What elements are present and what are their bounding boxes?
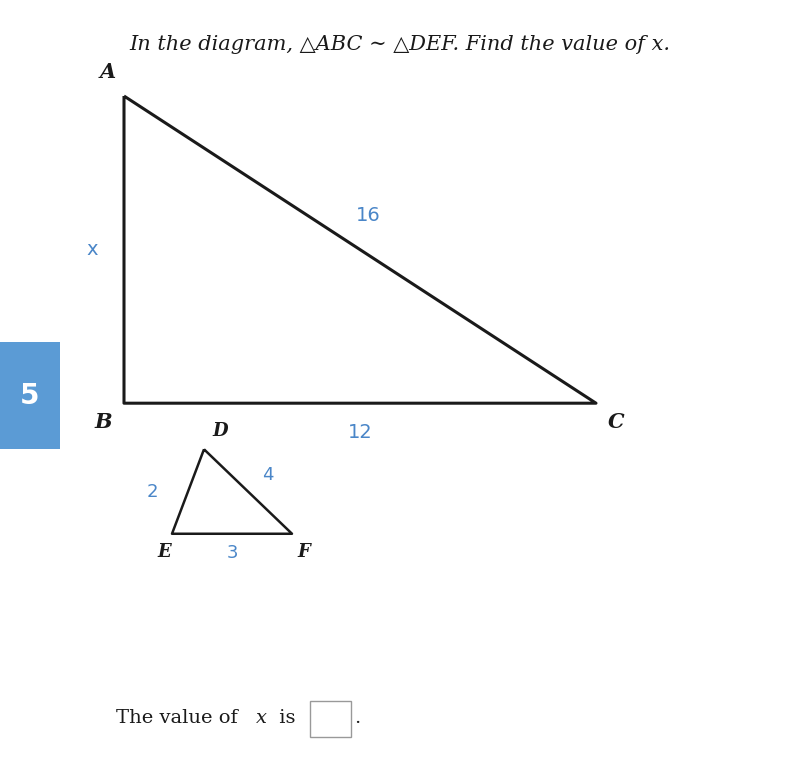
Text: 16: 16 [356, 206, 380, 224]
Text: E: E [157, 543, 171, 561]
Text: B: B [94, 412, 112, 432]
Text: 5: 5 [20, 382, 40, 409]
Text: The value of: The value of [116, 709, 244, 727]
Text: 12: 12 [348, 423, 372, 442]
Text: 4: 4 [262, 465, 274, 484]
Text: C: C [608, 412, 625, 432]
FancyBboxPatch shape [0, 342, 60, 449]
Text: D: D [212, 422, 228, 440]
FancyBboxPatch shape [310, 701, 351, 737]
Text: x: x [256, 709, 267, 727]
Text: 2: 2 [146, 482, 158, 501]
Text: .: . [354, 709, 361, 727]
Text: is: is [273, 709, 295, 727]
Text: In the diagram, △ABC ∼ △DEF. Find the value of x.: In the diagram, △ABC ∼ △DEF. Find the va… [130, 35, 670, 54]
Text: F: F [298, 543, 310, 561]
Text: A: A [100, 62, 116, 82]
Text: x: x [86, 240, 98, 259]
Text: 3: 3 [226, 544, 238, 562]
